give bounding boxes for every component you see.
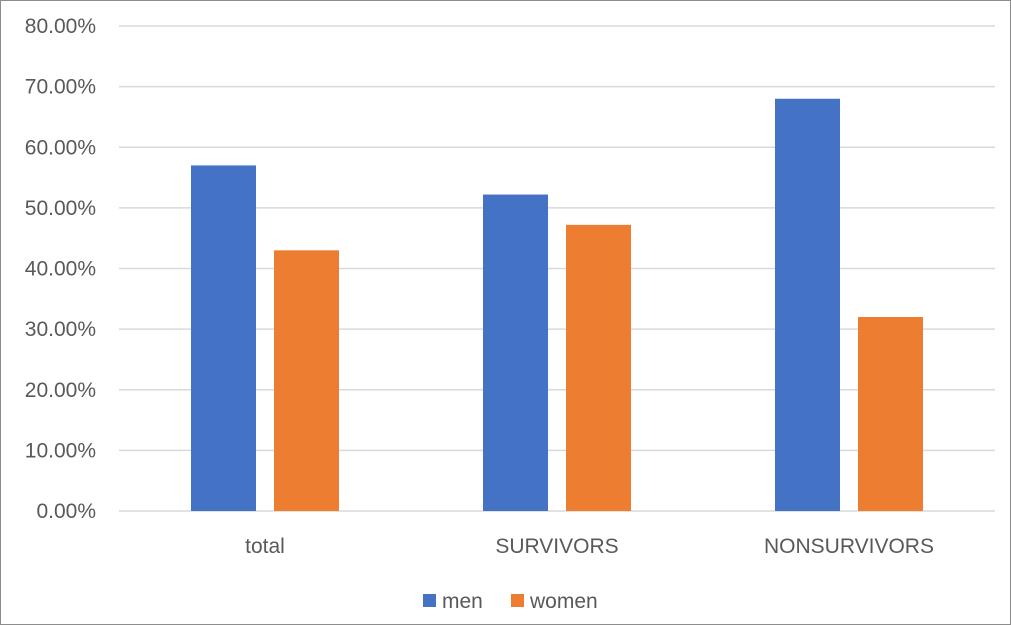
x-category-label: NONSURVIVORS — [764, 535, 934, 558]
x-category-label: SURVIVORS — [495, 535, 618, 558]
legend-swatch-women — [511, 594, 524, 607]
bar-women-survivors — [566, 224, 631, 511]
legend: men women — [423, 590, 598, 613]
y-tick-label: 30.00% — [25, 318, 96, 341]
x-axis-category-labels: total SURVIVORS NONSURVIVORS — [245, 535, 934, 558]
bar-men-nonsurvivors — [775, 98, 840, 511]
y-tick-label: 60.00% — [25, 136, 96, 159]
y-tick-label: 70.00% — [25, 76, 96, 99]
y-tick-label: 80.00% — [25, 15, 96, 38]
bar-women-total — [274, 250, 339, 511]
bar-women-nonsurvivors — [858, 317, 923, 511]
y-axis-tick-labels: 0.00% 10.00% 20.00% 30.00% 40.00% 50.00% 60.00… — [25, 15, 96, 523]
bars — [191, 98, 923, 511]
y-tick-label: 20.00% — [25, 379, 96, 402]
bar-men-total — [191, 165, 256, 511]
legend-label-women: women — [529, 590, 598, 613]
y-tick-label: 10.00% — [25, 439, 96, 462]
gridlines — [119, 25, 995, 512]
legend-item-women: women — [511, 590, 598, 613]
y-tick-label: 50.00% — [25, 197, 96, 220]
legend-item-men: men — [423, 590, 483, 613]
legend-swatch-men — [423, 594, 436, 607]
y-tick-label: 40.00% — [25, 258, 96, 281]
y-tick-label: 0.00% — [36, 500, 96, 523]
legend-label-men: men — [442, 590, 483, 613]
x-category-label: total — [245, 535, 285, 558]
bar-men-survivors — [483, 194, 548, 511]
